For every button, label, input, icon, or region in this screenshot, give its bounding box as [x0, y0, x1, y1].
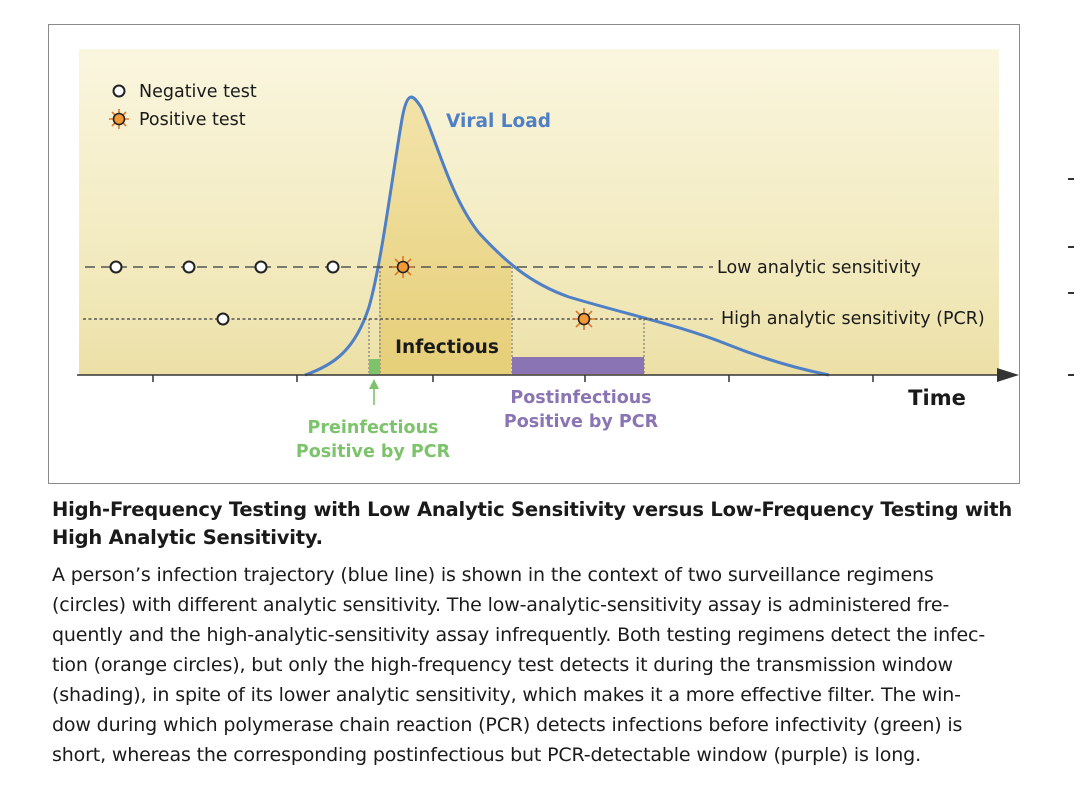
legend-positive-label: Positive test	[139, 110, 246, 130]
positive-test-icon	[396, 260, 410, 274]
caption-body: A person’s infection trajectory (blue li…	[52, 560, 1042, 770]
postinfectious-label-line1: Postinfectious	[510, 388, 651, 408]
negative-tests-low	[109, 260, 340, 274]
preinfectious-label-line2: Positive by PCR	[296, 442, 451, 462]
caption-title: High-Frequency Testing with Low Analytic…	[52, 498, 1013, 549]
viral-load-curve	[304, 95, 830, 377]
diagram-svg: Negative test Positive test Viral Load L…	[77, 49, 1019, 462]
positive-test-low	[392, 256, 414, 278]
positive-test-icon	[577, 312, 591, 326]
negative-test-icon	[254, 260, 268, 274]
legend-negative-icon	[112, 84, 126, 98]
figure-panel: Negative test Positive test Viral Load L…	[48, 24, 1020, 484]
caption-line: tion (orange circles), but only the high…	[52, 654, 953, 676]
axis-ticks	[152, 375, 874, 382]
viral-load-label: Viral Load	[446, 111, 551, 132]
figure-caption: High-Frequency Testing with Low Analytic…	[52, 496, 1042, 770]
edge-fragment	[1068, 292, 1074, 294]
edge-fragment	[1068, 246, 1074, 248]
postinfectious-bar	[512, 357, 644, 374]
negative-test-icon	[182, 260, 196, 274]
caption-line: short, whereas the corresponding postinf…	[52, 744, 921, 766]
preinfectious-label-line1: Preinfectious	[308, 418, 439, 438]
caption-line: quently and the high-analytic-sensitivit…	[52, 624, 986, 646]
up-arrow-icon	[369, 379, 379, 389]
caption-line: (circles) with different analytic sensit…	[52, 594, 950, 616]
caption-line: A person’s infection trajectory (blue li…	[52, 564, 934, 586]
time-axis-label: Time	[908, 386, 966, 410]
caption-line: dow during which polymerase chain reacti…	[52, 714, 963, 736]
legend-positive-icon	[109, 109, 129, 129]
positive-test-high	[573, 308, 595, 330]
preinfectious-bar	[369, 359, 380, 374]
negative-test-icon	[216, 312, 230, 326]
postinfectious-label-line2: Positive by PCR	[504, 412, 659, 432]
edge-fragment	[1068, 178, 1074, 180]
negative-test-icon	[109, 260, 123, 274]
plot-background	[79, 49, 999, 375]
high-sensitivity-label: High analytic sensitivity (PCR)	[721, 309, 985, 329]
infectious-label: Infectious	[395, 337, 499, 358]
axis-arrow-icon	[997, 368, 1019, 382]
negative-test-icon	[326, 260, 340, 274]
caption-line: (shading), in spite of its lower analyti…	[52, 684, 961, 706]
low-sensitivity-label: Low analytic sensitivity	[717, 258, 921, 278]
legend-negative-label: Negative test	[139, 82, 257, 102]
edge-fragment	[1068, 374, 1074, 376]
